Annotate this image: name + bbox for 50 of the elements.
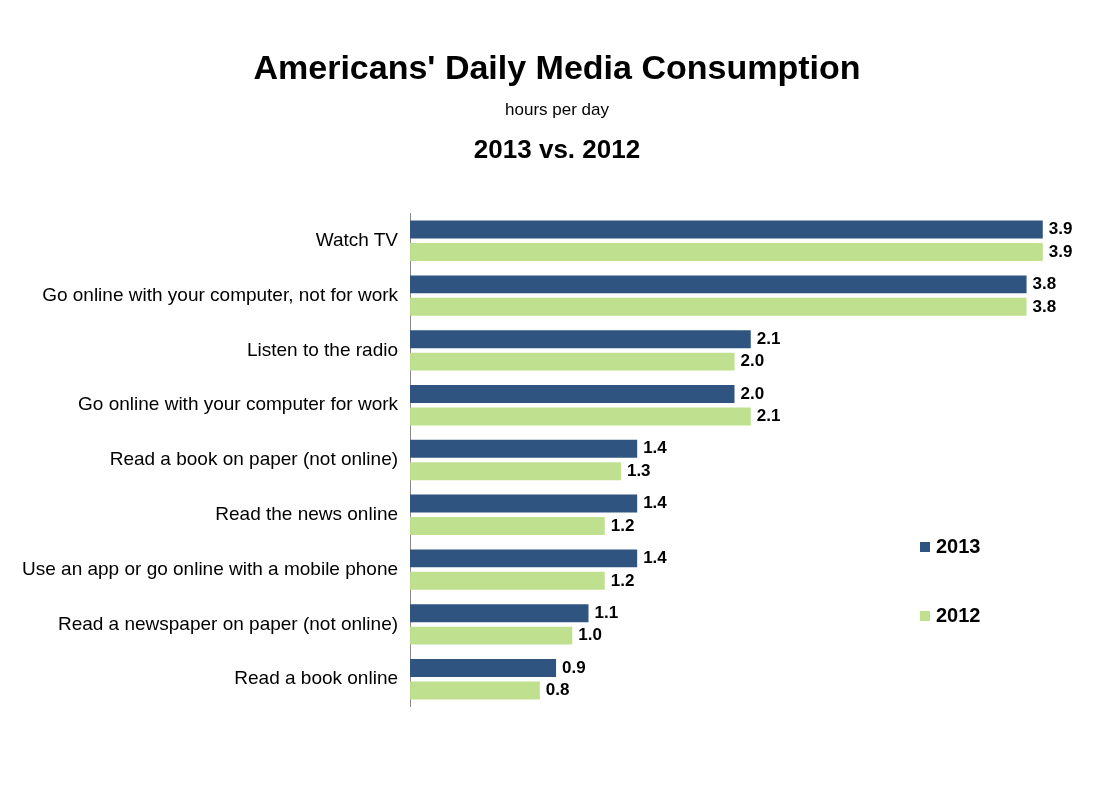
data-label: 1.4 <box>643 438 668 458</box>
bar <box>410 549 638 568</box>
data-label: 2.1 <box>756 328 781 348</box>
data-label: 3.9 <box>1048 219 1073 239</box>
legend-label: 2013 <box>935 535 981 558</box>
data-label: 1.3 <box>626 460 651 480</box>
data-label: 1.0 <box>578 625 602 645</box>
bar <box>410 407 751 426</box>
data-label: 3.8 <box>1032 274 1057 294</box>
data-label: 1.4 <box>643 493 668 513</box>
y-tick-label: Read a book on paper (not online) <box>109 448 399 470</box>
bar <box>410 439 638 458</box>
chart-subtitle: hours per day <box>504 100 610 120</box>
chart-title: Americans' Daily Media Consumption <box>252 48 862 87</box>
bar <box>410 626 573 645</box>
data-label: 2.0 <box>740 383 765 403</box>
bar <box>410 243 1043 262</box>
y-tick-label: Go online with your computer for work <box>78 393 399 415</box>
legend-label: 2012 <box>935 604 981 627</box>
data-label: 1.2 <box>610 570 635 590</box>
data-label: 3.9 <box>1048 241 1073 261</box>
y-tick-label: Read the news online <box>215 503 399 525</box>
data-label: 1.2 <box>610 515 635 535</box>
bar <box>410 352 735 371</box>
bar <box>410 220 1043 239</box>
data-label: 1.1 <box>594 602 619 622</box>
bar <box>410 384 735 403</box>
y-tick-label: Go online with your computer, not for work <box>42 283 399 305</box>
bar <box>410 681 540 700</box>
bar <box>410 330 751 349</box>
data-label: 3.8 <box>1032 296 1057 316</box>
bar <box>410 462 621 481</box>
y-tick-label: Listen to the radio <box>246 338 399 360</box>
data-label: 0.8 <box>545 680 570 700</box>
y-tick-label: Read a book online <box>234 667 399 689</box>
bar <box>410 275 1027 294</box>
data-label: 2.0 <box>740 351 765 371</box>
bar <box>410 494 638 513</box>
data-label: 1.4 <box>643 548 668 568</box>
y-tick-label: Use an app or go online with a mobile phone <box>22 557 399 579</box>
bar <box>410 658 557 677</box>
bar <box>410 297 1027 316</box>
y-tick-label: Read a newspaper on paper (not online) <box>57 612 399 634</box>
bar <box>410 517 605 536</box>
bar <box>410 571 605 590</box>
data-label: 2.1 <box>756 406 781 426</box>
text: 2013 vs. 2012 <box>472 134 642 165</box>
bar <box>410 604 589 623</box>
data-label: 0.9 <box>562 657 586 677</box>
y-tick-label: Watch TV <box>315 229 399 251</box>
